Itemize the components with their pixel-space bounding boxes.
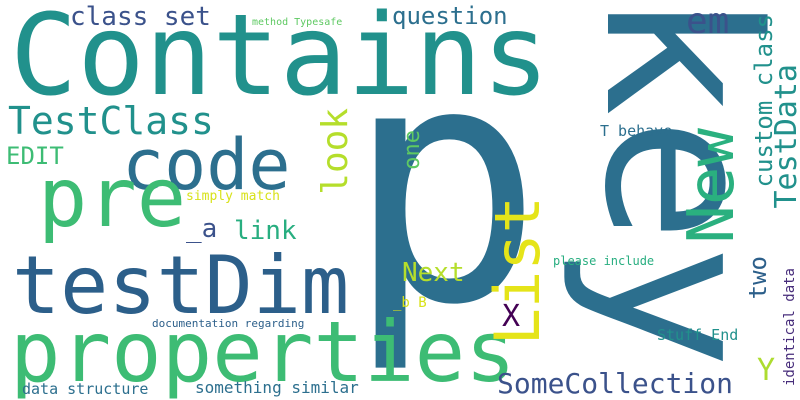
word-simply-match: simply match: [186, 189, 280, 204]
word-pre: pre: [38, 151, 187, 246]
word-two: two: [744, 256, 772, 300]
word-stuff-end: Stuff End: [657, 326, 739, 344]
word-identical-data: identical data: [782, 268, 798, 387]
word-p: p: [345, 0, 544, 377]
word-em: em: [686, 1, 730, 42]
word-question: question: [392, 2, 508, 30]
word-somecollection: SomeCollection: [497, 367, 734, 400]
word-please-include: please include: [553, 254, 655, 268]
word-documentation-regarding: documentation regarding: [152, 317, 305, 330]
word-look: look: [315, 108, 356, 195]
word-b-b: _b B: [393, 295, 427, 311]
word-new: New: [675, 128, 749, 244]
word-t-behave: T behave: [600, 122, 673, 140]
word-testdim: testDim: [12, 239, 350, 332]
word-something-similar: something similar: [195, 378, 359, 397]
word-custom-class: custom class: [750, 14, 778, 188]
word-class-set: class set: [70, 2, 211, 32]
word-data-structure: data structure: [22, 380, 149, 398]
word-edit: EDIT: [6, 142, 64, 170]
word-properties: properties: [10, 303, 516, 400]
word-next: Next: [402, 258, 465, 288]
word-contains: Contains: [10, 0, 550, 121]
word-testclass: TestClass: [8, 99, 214, 143]
word-x: X: [502, 299, 521, 334]
word-code: code: [122, 124, 291, 206]
word-method-typesafe: method Typesafe: [252, 17, 343, 28]
word-a-prefix: _a: [186, 214, 218, 244]
word-link: link: [234, 216, 297, 246]
word-one: one: [400, 130, 425, 170]
word-y: Y: [757, 353, 776, 388]
